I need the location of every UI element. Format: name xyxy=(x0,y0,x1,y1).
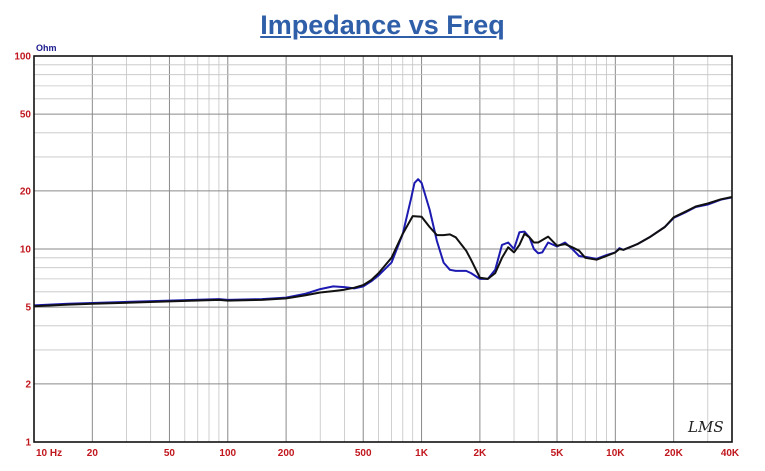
y-tick-label: 50 xyxy=(20,110,32,121)
x-tick-label: 20K xyxy=(664,448,683,459)
x-tick-label: 40K xyxy=(721,448,740,459)
plot-frame xyxy=(33,55,733,443)
x-tick-labels: 10 Hz 20 50 100 200 500 1K 2K 5K 10K 20K 40K xyxy=(36,448,740,459)
y-tick-label: 1 xyxy=(25,438,31,449)
x-tick-label: 10K xyxy=(606,448,625,459)
series-line-1 xyxy=(33,178,733,307)
x-tick-label: 20 xyxy=(87,448,99,459)
y-tick-labels: 1 2 5 10 20 50 100 xyxy=(14,52,31,449)
x-tick-label: 200 xyxy=(278,448,295,459)
x-tick-label: 1K xyxy=(415,448,429,459)
y-tick-label: 10 xyxy=(20,245,32,256)
chart-title: Impedance vs Freq xyxy=(260,10,505,40)
y-tick-label: 100 xyxy=(14,52,31,63)
y-tick-label: 2 xyxy=(25,379,31,390)
series-lines xyxy=(33,178,733,308)
y-axis-unit-label: Ohm xyxy=(36,43,57,53)
y-tick-label: 5 xyxy=(25,303,31,314)
y-tick-label: 20 xyxy=(20,186,32,197)
series-line-2 xyxy=(33,196,733,308)
grid xyxy=(33,56,733,443)
x-tick-label: 5K xyxy=(551,448,565,459)
lms-watermark: LMS xyxy=(687,418,724,436)
x-tick-label: 10 Hz xyxy=(36,448,62,459)
x-tick-label: 50 xyxy=(164,448,176,459)
x-tick-label: 100 xyxy=(219,448,236,459)
x-tick-label: 2K xyxy=(473,448,487,459)
x-tick-label: 500 xyxy=(355,448,372,459)
